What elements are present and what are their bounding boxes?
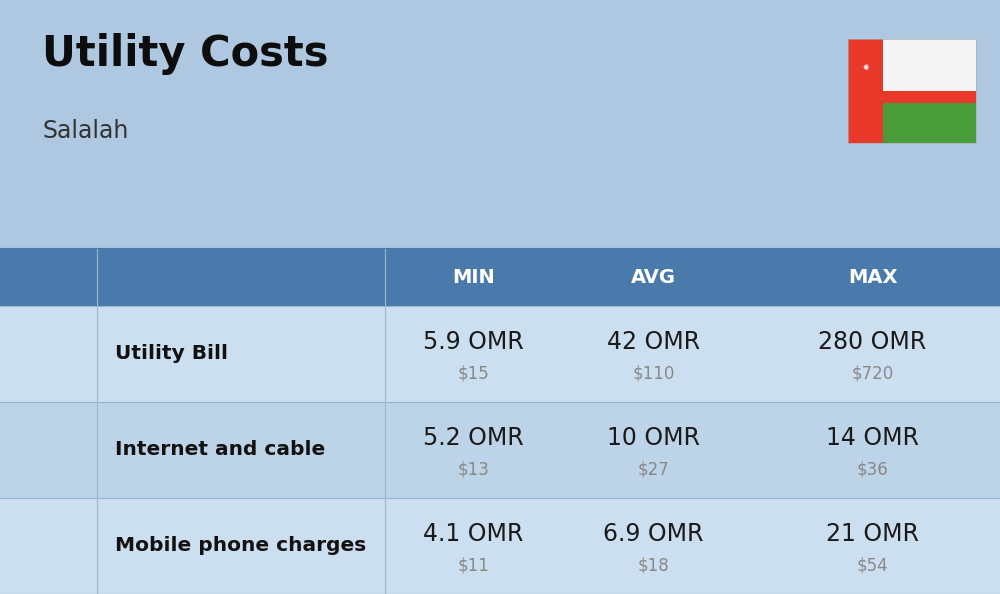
Bar — [883, 39, 976, 90]
Text: $36: $36 — [857, 460, 888, 478]
Text: MAX: MAX — [848, 268, 897, 287]
Text: $27: $27 — [638, 460, 669, 478]
Text: Utility Bill: Utility Bill — [115, 345, 228, 364]
Bar — [0, 249, 385, 306]
Text: 280 OMR: 280 OMR — [818, 330, 927, 355]
Text: MIN: MIN — [452, 268, 495, 287]
Text: 14 OMR: 14 OMR — [826, 426, 919, 450]
Text: $54: $54 — [857, 556, 888, 574]
Bar — [0, 498, 97, 594]
Text: $15: $15 — [458, 364, 489, 382]
Text: 42 OMR: 42 OMR — [607, 330, 700, 355]
Text: 10 OMR: 10 OMR — [607, 426, 700, 450]
Bar — [0, 306, 97, 402]
Text: $18: $18 — [638, 556, 669, 574]
Text: ✺: ✺ — [862, 63, 868, 72]
Text: $11: $11 — [458, 556, 489, 574]
Bar — [0, 306, 1000, 402]
Bar — [848, 39, 976, 143]
Text: Mobile phone charges: Mobile phone charges — [115, 536, 366, 555]
Bar — [883, 90, 976, 103]
Text: 6.9 OMR: 6.9 OMR — [603, 523, 704, 546]
Text: $13: $13 — [458, 460, 489, 478]
Bar — [0, 498, 1000, 594]
Bar — [883, 103, 976, 143]
Text: 4.1 OMR: 4.1 OMR — [423, 523, 524, 546]
Bar — [0, 402, 97, 498]
Text: Utility Costs: Utility Costs — [42, 33, 328, 75]
Bar — [848, 39, 883, 143]
Bar — [0, 249, 1000, 306]
Text: Salalah: Salalah — [42, 119, 128, 143]
Text: 21 OMR: 21 OMR — [826, 523, 919, 546]
Text: 5.9 OMR: 5.9 OMR — [423, 330, 524, 355]
Text: $110: $110 — [632, 364, 675, 382]
Text: Internet and cable: Internet and cable — [115, 441, 325, 459]
Text: 5.2 OMR: 5.2 OMR — [423, 426, 524, 450]
Bar — [0, 402, 1000, 498]
Text: $720: $720 — [851, 364, 894, 382]
Text: AVG: AVG — [631, 268, 676, 287]
